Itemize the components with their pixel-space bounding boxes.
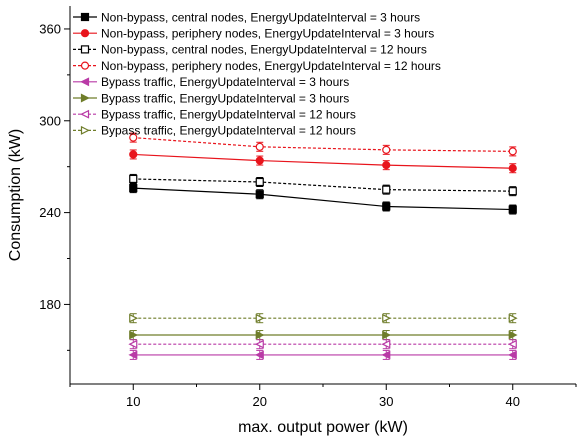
x-tick-label: 20 xyxy=(253,394,267,409)
series-line-2 xyxy=(133,153,513,169)
series-line-3 xyxy=(133,178,513,192)
data-point xyxy=(129,133,138,142)
data-point xyxy=(255,190,264,199)
data-point xyxy=(508,147,517,156)
data-point xyxy=(508,187,517,196)
data-point xyxy=(508,313,518,323)
data-point xyxy=(255,142,264,151)
legend-marker xyxy=(80,93,90,103)
data-point xyxy=(129,330,139,340)
series-line-4 xyxy=(133,137,513,152)
x-tick-label: 30 xyxy=(379,394,393,409)
data-point xyxy=(382,202,391,211)
data-point xyxy=(508,205,517,214)
data-point xyxy=(255,177,264,187)
legend-label: Bypass traffic, EnergyUpdateInterval = 1… xyxy=(101,124,356,138)
data-point xyxy=(129,150,138,159)
legend-label: Bypass traffic, EnergyUpdateInterval = 1… xyxy=(101,108,356,122)
legend-marker xyxy=(80,109,90,119)
legend-item-1: Non-bypass, central nodes, EnergyUpdateI… xyxy=(73,10,420,24)
legend-item-6: Bypass traffic, EnergyUpdateInterval = 3… xyxy=(73,91,349,105)
data-point xyxy=(507,350,517,360)
data-point xyxy=(254,339,264,349)
legend-item-5: Bypass traffic, EnergyUpdateInterval = 3… xyxy=(73,75,349,89)
data-point xyxy=(382,313,392,323)
data-point xyxy=(382,161,391,170)
legend-label: Non-bypass, periphery nodes, EnergyUpdat… xyxy=(101,27,434,41)
data-point xyxy=(254,350,264,360)
legend-label: Bypass traffic, EnergyUpdateInterval = 3… xyxy=(101,91,349,105)
legend-label: Bypass traffic, EnergyUpdateInterval = 3… xyxy=(101,75,349,89)
data-point xyxy=(129,184,138,193)
axes: 180 240 300 360 10 20 30 40 xyxy=(39,6,577,409)
y-tick-label: 300 xyxy=(39,113,61,128)
data-point xyxy=(129,313,139,323)
legend-label: Non-bypass, central nodes, EnergyUpdateI… xyxy=(101,43,427,57)
data-point xyxy=(507,339,517,349)
legend-item-3: Non-bypass, central nodes, EnergyUpdateI… xyxy=(73,43,427,57)
plot-area xyxy=(128,132,518,360)
y-tick-label: 360 xyxy=(39,21,61,36)
legend-item-8: Bypass traffic, EnergyUpdateInterval = 1… xyxy=(73,124,356,138)
legend-item-4: Non-bypass, periphery nodes, EnergyUpdat… xyxy=(73,59,441,73)
y-tick-label: 180 xyxy=(39,297,61,312)
legend-marker xyxy=(80,125,90,135)
legend-item-2: Non-bypass, periphery nodes, EnergyUpdat… xyxy=(73,27,434,41)
legend-label: Non-bypass, periphery nodes, EnergyUpdat… xyxy=(101,59,441,73)
legend-label: Non-bypass, central nodes, EnergyUpdateI… xyxy=(101,10,420,24)
data-point xyxy=(129,174,138,184)
x-tick-label: 40 xyxy=(506,394,520,409)
legend-marker xyxy=(80,61,90,70)
y-tick-label: 240 xyxy=(39,205,61,220)
data-point xyxy=(128,350,138,360)
data-point xyxy=(508,330,518,340)
data-point xyxy=(381,350,391,360)
data-point xyxy=(381,339,391,349)
data-point xyxy=(255,313,265,323)
series-line-1 xyxy=(133,187,513,211)
data-point xyxy=(255,330,265,340)
legend-marker xyxy=(80,29,90,38)
x-tick-label: 10 xyxy=(126,394,140,409)
legend: Non-bypass, central nodes, EnergyUpdateI… xyxy=(73,10,441,138)
legend-marker xyxy=(80,77,90,87)
data-point xyxy=(382,330,392,340)
legend-marker xyxy=(80,12,90,22)
legend-marker xyxy=(80,45,90,54)
x-axis-title: max. output power (kW) xyxy=(238,419,408,436)
data-point xyxy=(508,164,517,173)
legend-item-7: Bypass traffic, EnergyUpdateInterval = 1… xyxy=(73,108,356,122)
data-point xyxy=(128,339,138,349)
data-point xyxy=(382,185,391,194)
data-point xyxy=(255,156,264,165)
y-axis-title: Consumption (kW) xyxy=(7,129,24,261)
data-point xyxy=(382,145,391,154)
